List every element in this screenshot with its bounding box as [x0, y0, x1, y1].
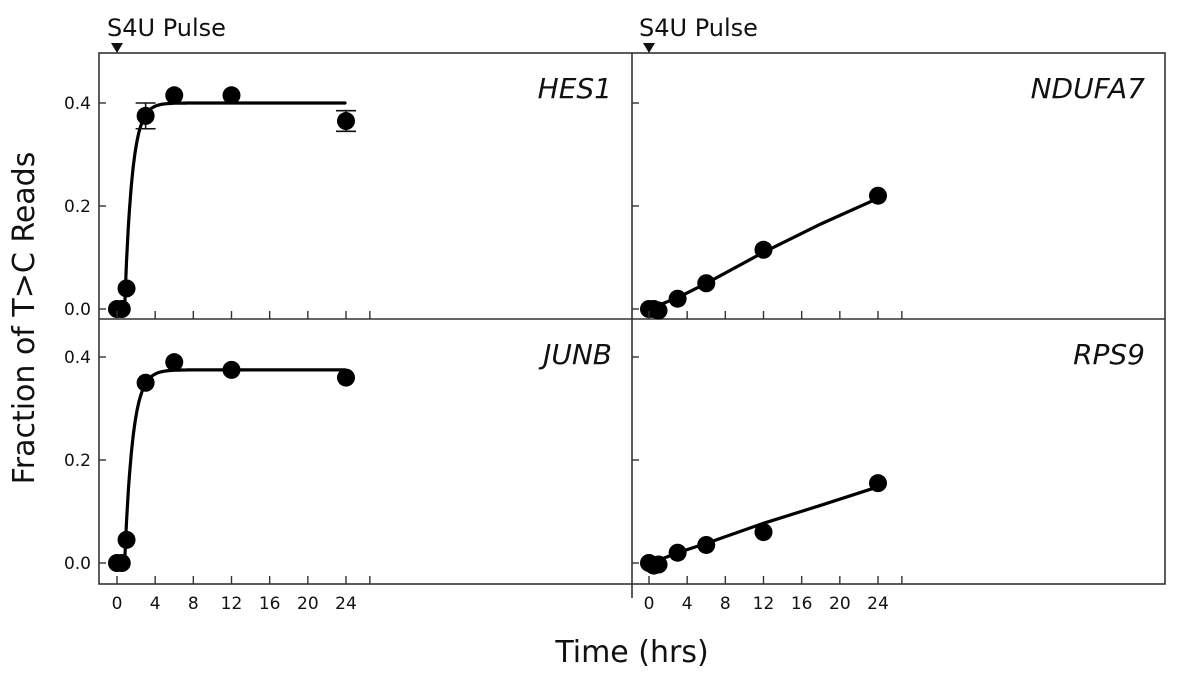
- data-point: [112, 300, 131, 318]
- data-point: [337, 112, 355, 131]
- data-point: [136, 106, 155, 125]
- y-tick-label: 0.0: [64, 554, 91, 574]
- data-point: [222, 360, 241, 379]
- panel-hes1: HES1: [108, 72, 612, 318]
- axis-ticks: 0 4 8 12 16 20 24 0 4 8 12 16 20 24 0.0 0.2 0.4 0.0 0.2 0.4: [64, 94, 903, 614]
- data-point: [117, 530, 136, 549]
- x-tick-label: 20: [297, 594, 319, 614]
- data-point: [165, 86, 184, 105]
- data-point: [754, 240, 773, 259]
- x-tick-label: 12: [753, 594, 775, 614]
- y-tick-label: 0.2: [64, 451, 91, 471]
- pulse-marker-left-icon: [111, 43, 123, 53]
- data-point: [668, 289, 687, 308]
- y-tick-label: 0.0: [64, 300, 91, 320]
- data-point: [112, 554, 131, 572]
- x-tick-label: 12: [221, 594, 243, 614]
- x-tick-label: 4: [150, 594, 161, 614]
- fit-line: [115, 368, 347, 565]
- data-point: [697, 274, 716, 293]
- x-tick-label: 24: [867, 594, 889, 614]
- data-point: [869, 474, 887, 493]
- data-point: [222, 86, 241, 105]
- data-point: [668, 543, 687, 562]
- panels: HES1 NDUFA7 JUNB RPS9: [108, 72, 1145, 575]
- pulse-marker-right-icon: [643, 43, 655, 53]
- x-tick-label: 16: [259, 594, 281, 614]
- x-tick-label: 16: [791, 594, 813, 614]
- panel-junb: JUNB: [108, 338, 612, 572]
- x-axis-title: Time (hrs): [554, 635, 708, 670]
- gene-label: RPS9: [1073, 338, 1145, 371]
- data-point: [649, 555, 668, 574]
- data-point: [165, 353, 184, 372]
- data-point: [754, 523, 773, 542]
- panel-ndufa7: NDUFA7: [640, 72, 1145, 320]
- x-tick-label: 0: [112, 594, 123, 614]
- pulse-label-right: S4U Pulse: [639, 14, 758, 42]
- fit-line: [115, 101, 347, 311]
- x-tick-label: 24: [335, 594, 357, 614]
- panel-rps9: RPS9: [640, 338, 1145, 575]
- gene-label: JUNB: [538, 338, 612, 371]
- data-point: [337, 368, 355, 387]
- data-point: [869, 186, 887, 205]
- y-axis-title: Fraction of T>C Reads: [7, 152, 42, 485]
- gene-label: NDUFA7: [1031, 72, 1146, 105]
- plot-frame: [98, 52, 1166, 598]
- x-tick-label: 0: [644, 594, 655, 614]
- data-point: [117, 279, 136, 298]
- y-tick-label: 0.4: [64, 348, 91, 368]
- x-tick-label: 8: [720, 594, 731, 614]
- data-point: [697, 535, 716, 554]
- x-tick-label: 8: [188, 594, 199, 614]
- y-tick-label: 0.2: [64, 197, 91, 217]
- pulse-label-left: S4U Pulse: [107, 14, 226, 42]
- data-point: [136, 373, 155, 392]
- x-tick-label: 20: [829, 594, 851, 614]
- gene-label: HES1: [538, 72, 612, 105]
- x-tick-label: 4: [682, 594, 693, 614]
- y-tick-label: 0.4: [64, 94, 91, 114]
- data-point: [649, 301, 668, 320]
